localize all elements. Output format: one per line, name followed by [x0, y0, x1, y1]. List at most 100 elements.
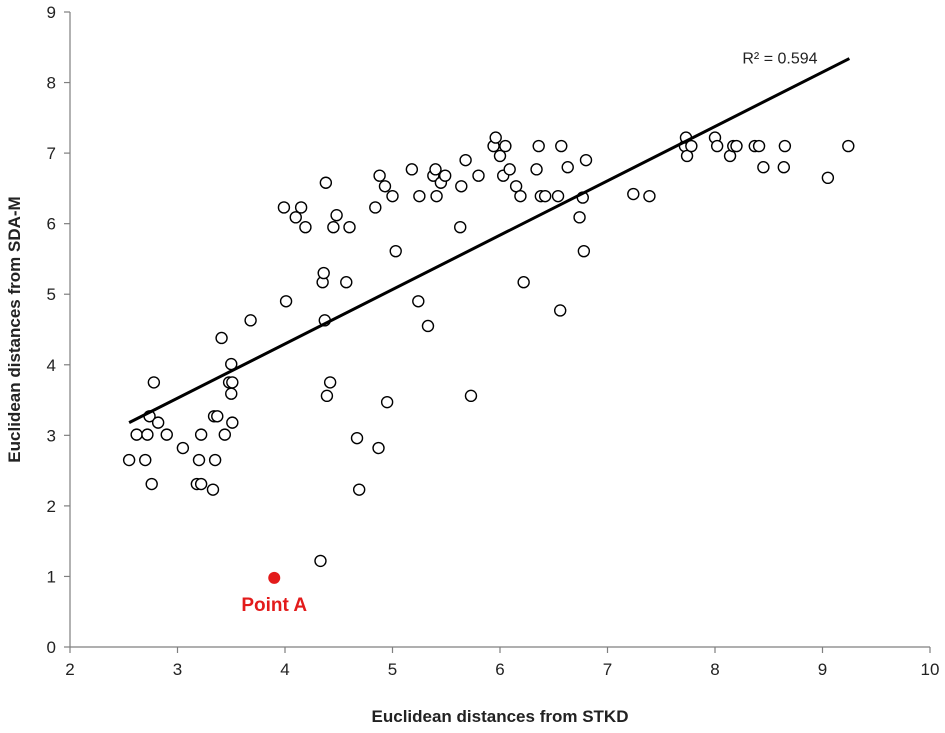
- y-axis-title: Euclidean distances from SDA-M: [5, 196, 24, 462]
- data-point: [226, 376, 239, 389]
- data-point: [551, 189, 565, 203]
- data-point: [821, 171, 835, 185]
- x-tick-label: 2: [65, 660, 74, 679]
- data-point: [330, 208, 343, 222]
- data-point: [141, 428, 154, 441]
- data-points: [122, 131, 855, 568]
- data-point: [561, 161, 574, 174]
- data-point: [192, 453, 206, 467]
- data-point: [130, 428, 143, 441]
- y-tick-label: 6: [47, 215, 56, 234]
- data-point: [294, 201, 308, 214]
- x-tick-label: 10: [921, 660, 940, 679]
- data-point: [627, 187, 640, 201]
- data-point: [455, 180, 468, 193]
- data-point: [160, 428, 173, 441]
- data-point: [532, 139, 545, 153]
- data-point: [554, 304, 567, 317]
- data-point: [752, 139, 766, 153]
- data-point: [372, 441, 385, 455]
- data-point: [577, 244, 591, 258]
- data-point: [503, 163, 516, 176]
- data-point: [842, 139, 855, 153]
- y-ticks: 0 1 2 3 4 5 6 7 8 9: [47, 3, 70, 657]
- data-point: [378, 180, 392, 193]
- data-point: [226, 416, 239, 429]
- data-point: [340, 276, 353, 289]
- data-point: [517, 276, 530, 289]
- data-point: [320, 389, 334, 403]
- data-point: [472, 169, 485, 182]
- r-squared-label: R² = 0.594: [742, 51, 817, 68]
- y-tick-label: 5: [47, 285, 56, 304]
- data-point: [244, 314, 257, 327]
- data-point: [778, 139, 792, 153]
- data-point: [429, 163, 442, 176]
- data-point: [710, 139, 724, 153]
- data-point: [319, 176, 333, 189]
- x-tick-label: 7: [603, 660, 612, 679]
- data-point: [369, 201, 382, 214]
- y-tick-label: 0: [47, 638, 56, 657]
- data-point: [499, 139, 512, 153]
- data-point: [405, 163, 419, 176]
- data-point: [122, 453, 136, 467]
- x-tick-label: 6: [495, 660, 504, 679]
- data-point: [176, 441, 190, 455]
- data-point: [289, 211, 302, 224]
- data-point: [208, 453, 222, 467]
- data-point: [459, 153, 472, 167]
- data-point: [777, 161, 790, 174]
- highlight-label: Point A: [241, 595, 307, 616]
- y-tick-label: 3: [47, 426, 56, 445]
- x-ticks: 2 3 4 5 6 7 8 9 10: [65, 647, 939, 679]
- data-point: [454, 220, 467, 234]
- y-tick-label: 2: [47, 497, 56, 516]
- x-axis-title: Euclidean distances from STKD: [372, 707, 629, 726]
- y-tick-label: 7: [47, 144, 56, 163]
- highlight-point-a: [268, 571, 281, 584]
- x-tick-label: 9: [818, 660, 827, 679]
- data-point: [380, 395, 394, 409]
- data-point: [438, 169, 452, 182]
- data-point: [412, 295, 425, 308]
- data-point: [194, 477, 208, 491]
- data-point: [685, 139, 698, 153]
- data-point: [327, 220, 340, 234]
- data-point: [215, 331, 228, 345]
- data-point: [352, 483, 366, 496]
- data-point: [555, 139, 568, 153]
- data-point: [350, 431, 364, 445]
- axes: [69, 12, 930, 648]
- y-tick-label: 1: [47, 567, 56, 586]
- data-point: [643, 189, 656, 203]
- data-point: [218, 428, 232, 441]
- data-point: [317, 266, 330, 280]
- data-point: [211, 410, 224, 423]
- y-tick-label: 4: [47, 356, 56, 375]
- data-point: [139, 453, 152, 467]
- data-point: [514, 189, 527, 203]
- data-point: [530, 163, 543, 176]
- data-point: [314, 554, 327, 568]
- data-point: [464, 389, 478, 403]
- data-point: [299, 220, 312, 234]
- data-point: [386, 189, 399, 203]
- data-point: [206, 483, 220, 496]
- y-tick-label: 8: [47, 74, 56, 93]
- data-point: [373, 169, 386, 182]
- data-point: [323, 376, 337, 389]
- data-point: [147, 376, 161, 389]
- data-point: [151, 416, 165, 429]
- data-point: [225, 387, 238, 400]
- data-point: [279, 295, 293, 308]
- x-tick-label: 4: [280, 660, 289, 679]
- data-point: [277, 201, 291, 214]
- data-point: [343, 220, 356, 234]
- trendline: [128, 57, 851, 424]
- data-point: [489, 131, 502, 144]
- x-tick-label: 3: [173, 660, 182, 679]
- x-tick-label: 8: [710, 660, 719, 679]
- data-point: [413, 189, 426, 203]
